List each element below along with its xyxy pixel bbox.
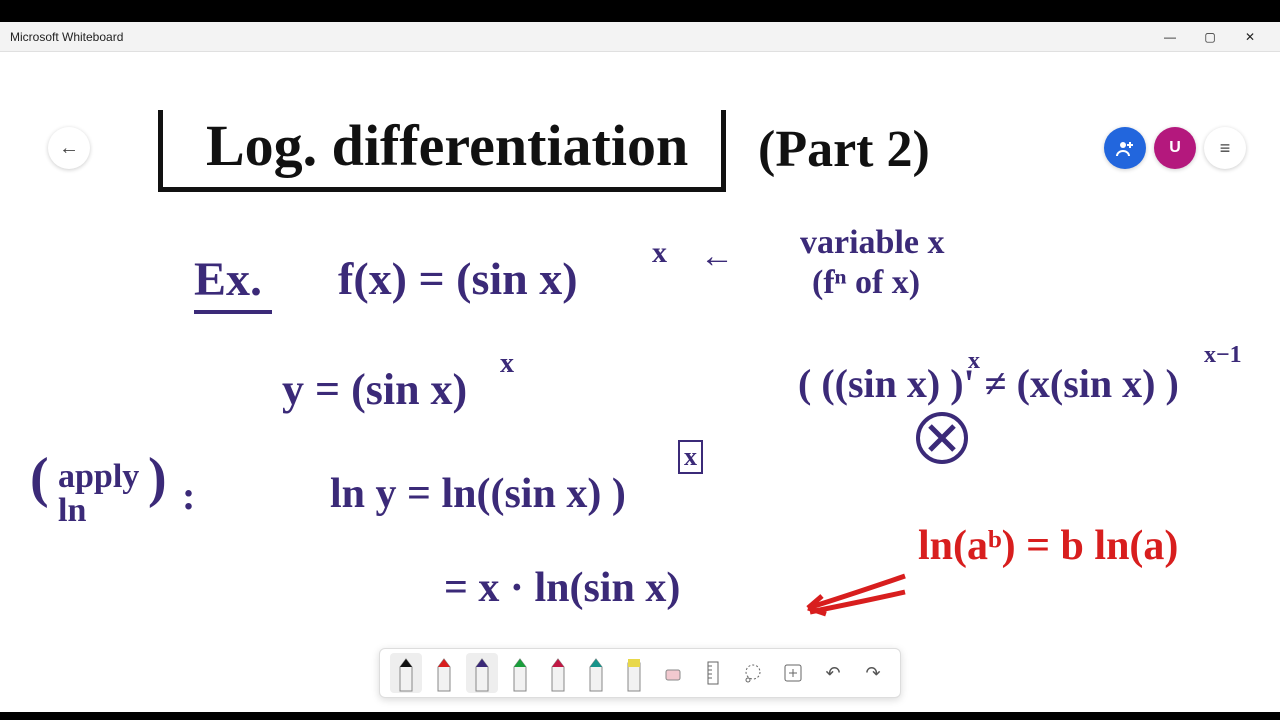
settings-menu-button[interactable]: ≡ [1204,127,1246,169]
eq3: ln y = ln((sin x) ) [330,470,626,518]
apply-ln-colon: : [182,472,195,519]
apply-ln-right-paren: ) [148,450,167,506]
eq4: = x · ln(sin x) [444,564,680,612]
pen-red[interactable] [428,653,460,693]
eq2-exp: x [500,348,514,380]
annot-line1: variable x [800,224,944,262]
eq1: f(x) = (sin x) [338,252,578,305]
ink-toolbar: ↶ ↷ [379,648,901,698]
red-arrow-icon [800,568,910,618]
pen-teal[interactable] [580,653,612,693]
eq2: y = (sin x) [282,364,467,415]
whiteboard-canvas[interactable]: ← U ≡ Log. differentiation (Part 2) Ex. … [0,52,1280,712]
title-boxed: Log. differentiation [206,112,688,179]
share-button[interactable] [1104,127,1146,169]
wrong-exp1: x [968,348,980,375]
minimize-button[interactable]: — [1150,22,1190,52]
app-window: Microsoft Whiteboard — ▢ ✕ ← U ≡ Log. di… [0,22,1280,712]
circled-x-icon [912,408,972,468]
pen-green[interactable] [504,653,536,693]
example-label: Ex. [194,252,262,307]
lasso-tool[interactable] [736,656,770,690]
pen-purple[interactable] [466,653,498,693]
eq1-exp: x [652,236,667,270]
titlebar: Microsoft Whiteboard — ▢ ✕ [0,22,1280,52]
close-button[interactable]: ✕ [1230,22,1270,52]
eq3-exp: x [678,440,703,474]
back-button[interactable]: ← [48,127,90,169]
eraser-tool[interactable] [656,656,690,690]
maximize-button[interactable]: ▢ [1190,22,1230,52]
example-underline [194,310,272,314]
apply-ln-left-paren: ( [30,450,49,506]
wrong-expr: ( ((sin x) )' ≠ (x(sin x) ) [798,360,1179,407]
window-title: Microsoft Whiteboard [10,30,123,44]
pen-black[interactable] [390,653,422,693]
pen-highlighter[interactable] [618,653,650,693]
redo-button[interactable]: ↷ [856,656,890,690]
log-rule: ln(aᵇ) = b ln(a) [918,522,1178,570]
annot-arrow: ← [700,238,734,276]
add-button[interactable] [776,656,810,690]
wrong-exp2: x−1 [1204,342,1242,369]
person-plus-icon [1115,138,1135,158]
apply-ln-text: apply ln [58,460,139,528]
annot-line2: (fⁿ of x) [812,264,920,302]
pen-crimson[interactable] [542,653,574,693]
ruler-tool[interactable] [696,656,730,690]
undo-button[interactable]: ↶ [816,656,850,690]
user-avatar[interactable]: U [1154,127,1196,169]
title-suffix: (Part 2) [758,120,930,179]
